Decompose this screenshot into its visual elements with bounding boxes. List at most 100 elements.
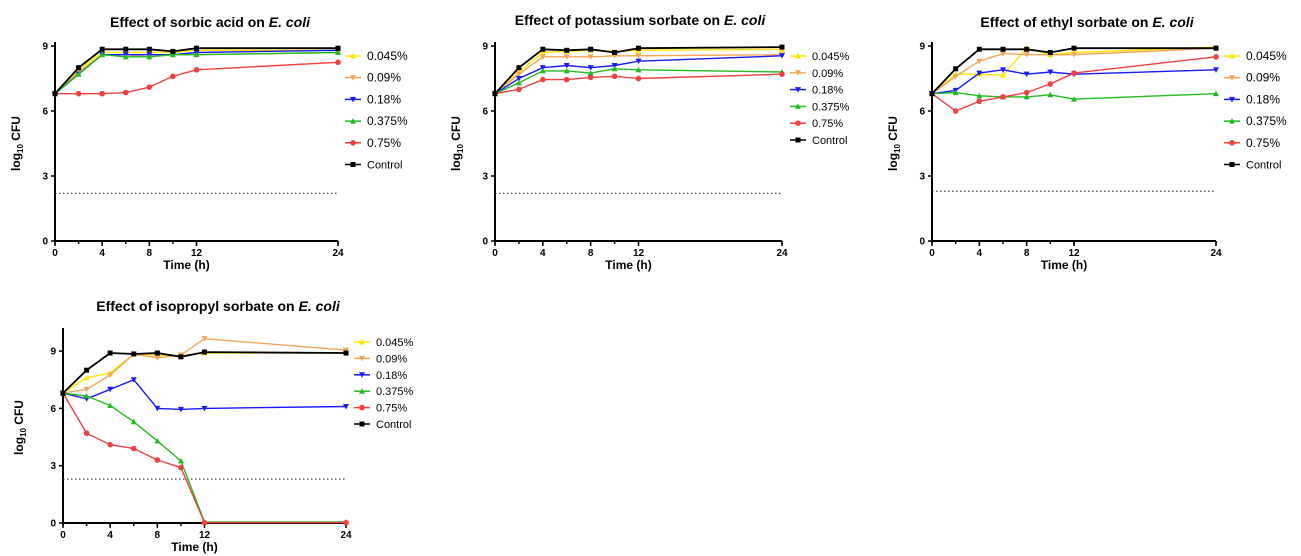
- legend-swatch-marker: [359, 388, 365, 394]
- y-tick-label: 0: [50, 519, 56, 530]
- legend-label: 0.09%: [376, 353, 407, 365]
- legend-label: 0.18%: [1246, 92, 1280, 106]
- legend-swatch-marker: [1229, 140, 1235, 146]
- data-point: [122, 89, 129, 96]
- y-tick-label: 0: [919, 237, 925, 248]
- legend-label: Control: [812, 135, 847, 147]
- legend-label: 0.75%: [812, 118, 843, 130]
- legend-swatch-marker: [350, 140, 356, 146]
- legend-label: Control: [376, 419, 411, 431]
- data-point: [154, 405, 161, 412]
- data-point: [635, 58, 642, 65]
- legend-label: 0.375%: [367, 114, 408, 128]
- data-point: [169, 51, 176, 58]
- legend-label: 0.045%: [812, 51, 850, 63]
- series-0_75pct: 0.75%: [492, 71, 843, 130]
- data-point: [178, 464, 184, 471]
- series-line: [62, 378, 347, 411]
- data-point: [75, 71, 82, 77]
- chart-title-organism: E. coli: [269, 14, 311, 30]
- legend-swatch-marker: [350, 118, 356, 124]
- data-point: [335, 49, 341, 55]
- series-line: [62, 337, 347, 394]
- y-axis-label-log: log: [12, 437, 26, 455]
- x-tick-label: 0: [60, 530, 66, 541]
- data-point: [193, 67, 200, 73]
- series-line: [931, 47, 1217, 95]
- data-point: [83, 430, 90, 437]
- data-point: [75, 90, 82, 97]
- data-point: [130, 377, 137, 383]
- legend-swatch-marker: [1229, 118, 1235, 124]
- x-tick-label: 8: [147, 248, 153, 259]
- series-0_09pct: 0.09%: [929, 45, 1280, 97]
- series-0_375pct: 0.375%: [929, 89, 1287, 128]
- data-point: [343, 347, 349, 354]
- data-point: [540, 46, 546, 52]
- x-tick-label: 8: [588, 248, 594, 259]
- data-point: [107, 402, 114, 409]
- data-point: [563, 63, 570, 69]
- legend-label: 0.375%: [1246, 114, 1287, 128]
- data-point: [635, 66, 642, 73]
- x-tick-label: 4: [107, 530, 113, 541]
- series-line: [54, 51, 339, 95]
- data-point: [611, 65, 618, 72]
- data-point: [952, 73, 959, 80]
- y-axis-label-unit: CFU: [9, 116, 23, 144]
- series-line: [62, 392, 346, 523]
- y-axis-label-unit: CFU: [449, 116, 463, 144]
- series-control: Control: [60, 349, 411, 431]
- y-tick-label: 6: [50, 404, 56, 415]
- legend-swatch-marker: [1229, 162, 1235, 167]
- series-0_75pct: 0.75%: [60, 390, 407, 526]
- legend-label: 0.18%: [367, 92, 401, 106]
- data-point: [1000, 51, 1006, 57]
- y-tick-label: 9: [919, 42, 925, 53]
- chart-title-text: Effect of potassium sorbate on: [515, 12, 724, 28]
- legend-label: 0.045%: [1246, 49, 1287, 63]
- legend-label: 0.045%: [376, 337, 414, 349]
- series-line: [494, 55, 783, 95]
- chart-panel-2: Effect of potassium sorbate on E. coli 0 3…: [449, 12, 850, 272]
- chart-title-organism: E. coli: [724, 12, 766, 28]
- data-point: [84, 367, 90, 373]
- data-point: [1213, 90, 1219, 97]
- data-point: [540, 76, 546, 83]
- y-axis-label: log10 CFU: [12, 400, 28, 455]
- legend-swatch-marker: [350, 162, 356, 167]
- data-point: [201, 519, 208, 526]
- y-tick-label: 0: [42, 237, 48, 248]
- data-point: [539, 49, 546, 55]
- x-tick-label: 4: [977, 248, 983, 259]
- chart-title: Effect of isopropyl sorbate on E. coli: [96, 298, 341, 314]
- x-tick-label: 8: [1024, 248, 1030, 259]
- data-point: [177, 457, 184, 464]
- y-tick-label: 9: [482, 42, 488, 53]
- y-axis-label-unit: CFU: [12, 400, 26, 428]
- data-point: [635, 75, 642, 82]
- series-line: [55, 61, 339, 95]
- data-point: [1000, 46, 1006, 52]
- data-point: [539, 67, 546, 74]
- series-control: Control: [52, 45, 402, 172]
- data-point: [131, 351, 137, 357]
- legend-swatch-marker: [359, 339, 365, 345]
- x-tick-label: 0: [492, 248, 498, 259]
- x-tick-label: 24: [332, 248, 344, 259]
- legend-swatch-marker: [795, 87, 801, 93]
- legend-label: 0.75%: [376, 403, 407, 415]
- data-point: [516, 65, 522, 71]
- y-tick-label: 6: [482, 107, 488, 118]
- y-tick-label: 6: [42, 107, 48, 118]
- legend-label: Control: [367, 160, 402, 172]
- y-tick-label: 3: [482, 172, 488, 183]
- data-point: [83, 374, 90, 381]
- y-axis-label: log10 CFU: [9, 116, 25, 171]
- data-point: [611, 73, 618, 80]
- x-tick-label: 24: [340, 530, 352, 541]
- data-point: [952, 89, 959, 96]
- data-point: [123, 46, 129, 52]
- y-axis-label: log10 CFU: [449, 116, 465, 171]
